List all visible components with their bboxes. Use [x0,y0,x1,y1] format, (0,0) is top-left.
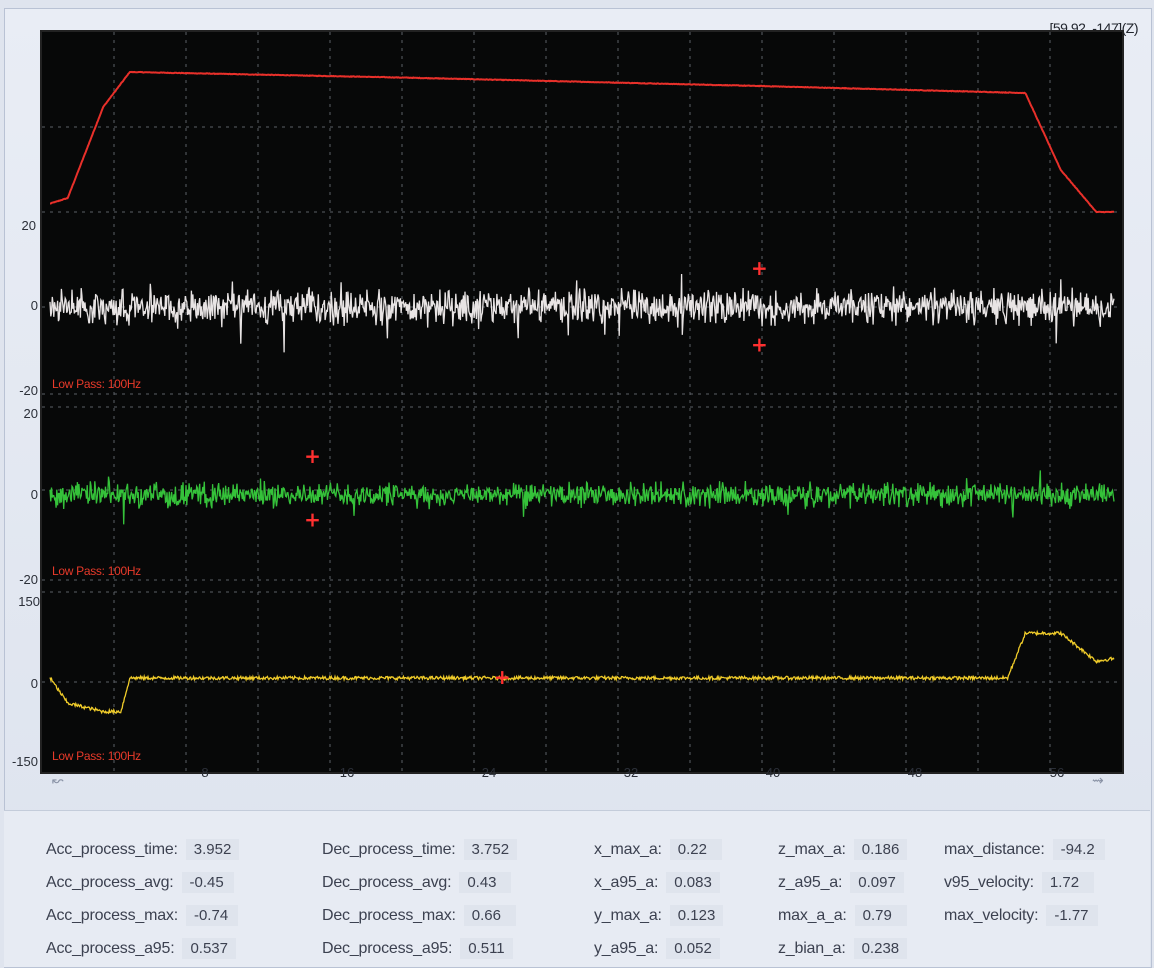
ch1-y-bottom-label: 20 [21,218,36,233]
stat-row: x_max_a: 0.22 [594,833,723,866]
stat-row: v95_velocity: 1.72 [944,866,1105,899]
stat-row: Dec_process_time: 3.752 [322,833,518,866]
x-tick-label: 8 [201,765,209,780]
cursor-marker-icon: + [751,256,768,280]
stat-row: Acc_process_max: -0.74 [46,899,239,932]
ch4-filter-label: Low Pass: 100Hz [52,749,141,763]
x-tick-label: 48 [907,765,923,780]
stat-row: Dec_process_avg: 0.43 [322,866,517,899]
cursor-marker-icon: + [304,444,321,468]
stat-row: Acc_process_time: 3.952 [46,833,240,866]
stat-row: z_a95_a: 0.097 [778,866,907,899]
stat-row: z_max_a: 0.186 [778,833,908,866]
ch4-y-top-label: 150 [18,594,40,609]
stat-row: Acc_process_a95: 0.537 [46,932,239,965]
stat-row: max_velocity: -1.77 [944,899,1105,932]
ch3-y-bottom-label: -20 [19,572,38,587]
x-tick-label: 16 [339,765,355,780]
statistics-panel: Acc_process_time: 3.952 Acc_process_avg: -… [4,810,1150,967]
grid [42,32,1122,772]
series-line-x_acc [49,273,1115,353]
stat-row: z_bian_a: 0.238 [778,932,908,965]
x-tick-label: 40 [765,765,781,780]
series-line-y_acc [49,470,1115,525]
stat-row: y_a95_a: 0.052 [594,932,723,965]
oscilloscope-plot[interactable]: + + + + + [40,30,1124,774]
stat-row: Acc_process_avg: -0.45 [46,866,239,899]
ch4-y-bottom-label: -150 [11,754,38,769]
stat-row: max_a_a: 0.79 [778,899,907,932]
stat-row: x_a95_a: 0.083 [594,866,723,899]
stats-col-z: z_max_a: 0.186 z_a95_a: 0.097 max_a_a: 0.79… [778,833,908,965]
x-tick-label: 24 [481,765,497,780]
ch2-y-bottom-label: -20 [19,383,38,398]
stat-row: Dec_process_max: 0.66 [322,899,517,932]
ch3-filter-label: Low Pass: 100Hz [52,564,141,578]
cursor-marker-icon: + [304,508,321,532]
scroll-right-arrow-icon[interactable]: ⇝ [1092,772,1104,788]
cursor-marker-icon: + [751,332,768,356]
ch2-filter-label: Low Pass: 100Hz [52,377,141,391]
stat-row: Dec_process_a95: 0.511 [322,932,517,965]
cursor-marker-icon: + [494,665,511,689]
stat-row: y_max_a: 0.123 [594,899,724,932]
stats-col-xy: x_max_a: 0.22 x_a95_a: 0.083 y_max_a: 0.123… [594,833,724,965]
plot-canvas[interactable]: + + + + + [42,32,1122,772]
stat-row: max_distance: -94.2 [944,833,1105,866]
ch3-y-mid-label: 0 [30,487,38,502]
stats-col-acc: Acc_process_time: 3.952 Acc_process_avg: -… [46,833,240,965]
scroll-left-arrow-icon[interactable]: ↜ [52,772,64,788]
ch2-y-mid-label: 0 [30,298,38,313]
x-tick-label: 56 [1049,765,1065,780]
ch4-y-mid-label: 0 [30,676,38,691]
series-line-velocity [50,70,1114,214]
ch3-y-top-label: 20 [23,406,38,421]
x-tick-label: 32 [623,765,639,780]
stats-col-motion: max_distance: -94.2 v95_velocity: 1.72 max… [944,833,1105,932]
series-line-z_acc [49,629,1115,715]
selected-value-field[interactable]: 0.186 [853,839,908,860]
stats-col-dec: Dec_process_time: 3.752 Dec_process_avg: 0… [322,833,518,965]
